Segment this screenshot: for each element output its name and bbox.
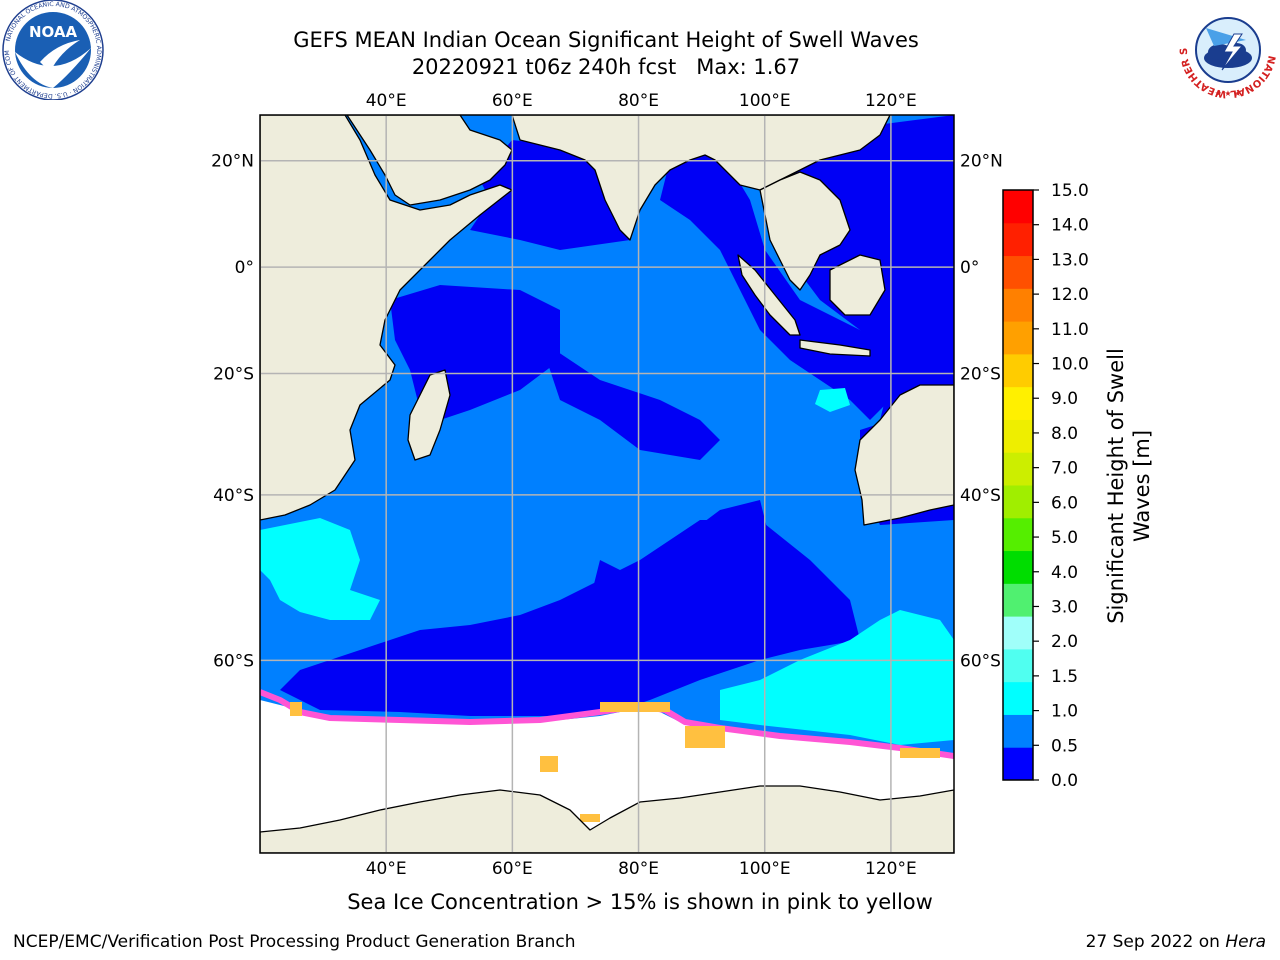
lon-tick-label-top: 40°E [366,91,407,111]
colorbar-tick-label: 6.0 [1051,493,1078,513]
colorbar-swatch [1003,288,1033,322]
noaa-wordmark: NOAA [29,23,78,41]
colorbar-swatch [1003,452,1033,486]
colorbar-tick-label: 5.0 [1051,528,1078,548]
colorbar-swatch [1003,583,1033,617]
colorbar-frame [1002,189,1034,781]
colorbar-swatch [1003,353,1033,388]
svg-text:★ ★ ★: ★ ★ ★ [1215,89,1242,98]
lon-tick-label-top: 60°E [492,91,533,111]
lon-tick-label-bottom: 100°E [739,859,791,879]
lon-tick-label-top: 120°E [865,91,917,111]
colorbar-swatch [1003,190,1033,224]
lat-tick-label-left: 60°S [213,651,254,671]
colorbar-swatch [1003,485,1033,519]
colorbar-swatch [1003,321,1033,355]
australia-land [854,384,954,526]
colorbar-tick-label: 1.5 [1051,667,1078,687]
colorbar-tick-label: 7.0 [1051,459,1078,479]
colorbar-tick-label: 8.0 [1051,424,1078,444]
lat-tick-label-left: 40°S [213,486,254,506]
lon-ticks-bottom: 40°E 60°E 80°E 100°E 120°E [366,859,917,879]
colorbar-tick-label: 0.0 [1051,771,1078,791]
colorbar-tick-label: 4.0 [1051,563,1078,583]
swell-0-0.5-regions [280,115,954,716]
colorbar-tick-label: 0.5 [1051,736,1078,756]
colorbar-swatch [1003,616,1033,650]
lat-tick-label-right: 60°S [960,651,1001,671]
colorbar-swatch [1003,386,1033,420]
colorbar-swatch [1003,648,1033,683]
noaa-logo: NATIONAL OCEANIC AND ATMOSPHERIC ADMINIS… [0,0,104,100]
map-title: GEFS MEAN Indian Ocean Significant Heigh… [293,28,919,52]
colorbar-tick-label: 3.0 [1051,597,1078,617]
indochina-land [759,171,851,291]
madagascar-land [407,369,451,461]
lon-tick-label-bottom: 40°E [366,859,407,879]
lon-tick-label-top: 80°E [618,91,659,111]
date-value: 27 Sep 2022 on [1085,932,1220,952]
date-text: 27 Sep 2022 on Hera [1086,932,1266,952]
sea-ice-edge-yellow [290,702,940,822]
lat-tick-label-right: 0° [960,258,979,278]
lat-tick-label-right: 20°S [960,365,1001,385]
colorbar-swatch [1003,714,1033,748]
colorbar-tick-label: 14.0 [1051,216,1089,236]
lat-tick-label-right: 40°S [960,486,1001,506]
colorbar-tick-label: 2.0 [1051,632,1078,652]
machine-name: Hera [1225,932,1266,952]
gridlines [260,115,954,853]
lat-ticks-left: 20°N 0° 20°S 40°S 60°S [211,152,254,672]
colorbar-tick-label: 15.0 [1051,181,1089,201]
colorbar-swatch [1003,222,1033,257]
lon-ticks-top: 40°E 60°E 80°E 100°E 120°E [366,91,917,111]
lon-tick-label-bottom: 120°E [865,859,917,879]
nws-logo: NATIONAL WEATHER SERVICE ★ ★ ★ [1176,0,1277,99]
lat-ticks-right: 20°N 0° 20°S 40°S 60°S [960,152,1003,672]
lon-tick-label-top: 100°E [739,91,791,111]
colorbar-swatch [1003,747,1033,781]
colorbar-tick-label: 13.0 [1051,250,1089,270]
borneo-land [829,254,886,316]
lon-tick-label-bottom: 60°E [492,859,533,879]
colorbar-label-line1: Significant Height of Swell [1104,348,1128,624]
map-frame [259,114,955,854]
java-land [799,339,871,357]
colorbar-swatch [1003,681,1033,715]
lat-tick-label-right: 20°N [960,152,1003,172]
lon-tick-label-bottom: 80°E [618,859,659,879]
colorbar-swatch [1003,517,1033,552]
colorbar-tick-label: 1.0 [1051,702,1078,722]
lat-tick-label-left: 0° [235,258,254,278]
antarctica-land [260,785,954,853]
map-area [260,115,954,853]
colorbar-tick-label: 11.0 [1051,320,1089,340]
colorbar-label-line2: Waves [m] [1130,429,1154,543]
colorbar-swatch [1003,419,1033,453]
colorbar-tick-label: 9.0 [1051,389,1078,409]
colorbar: 0.0 0.5 1.0 1.5 2.0 3.0 4.0 5.0 6.0 7.0 8.0 9.0 10.0… [1002,181,1089,791]
colorbar-swatch [1003,550,1033,584]
colorbar-tick-label: 10.0 [1051,355,1089,375]
sea-ice-caption: Sea Ice Concentration > 15% is shown in … [347,890,933,914]
credit-text: NCEP/EMC/Verification Post Processing Pr… [13,932,576,952]
lat-tick-label-left: 20°N [211,152,254,172]
lat-tick-label-left: 20°S [213,365,254,385]
colorbar-tick-label: 12.0 [1051,285,1089,305]
map-subtitle: 20220921 t06z 240h fcst Max: 1.67 [411,55,801,79]
swell-1.0-1.5-regions [260,388,954,745]
colorbar-swatch [1003,255,1033,289]
